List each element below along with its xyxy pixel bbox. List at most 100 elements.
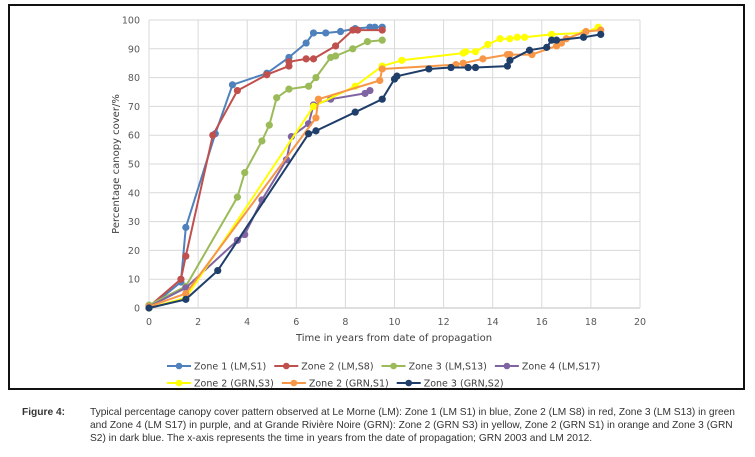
data-point <box>258 137 266 145</box>
data-point <box>376 76 384 85</box>
x-tick-label: 10 <box>388 317 400 328</box>
data-point <box>582 27 590 36</box>
y-tick-label: 80 <box>128 73 140 84</box>
legend-item: Zone 4 (LM,S17) <box>494 362 600 373</box>
data-point <box>302 39 310 47</box>
data-point <box>302 55 310 63</box>
series-6 <box>145 26 605 311</box>
data-point <box>309 55 318 63</box>
data-point <box>398 56 406 64</box>
y-tick-label: 90 <box>128 44 140 55</box>
legend-marker <box>175 362 183 370</box>
legend-label: Zone 1 (LM,S1) <box>194 362 266 373</box>
data-point <box>182 290 190 298</box>
y-tick-label: 100 <box>122 16 140 27</box>
data-point <box>233 86 241 95</box>
legend-label: Zone 4 (LM,S17) <box>522 362 600 373</box>
data-point <box>513 33 521 41</box>
data-point <box>312 74 320 82</box>
y-tick-label: 50 <box>128 160 140 171</box>
legend-label: Zone 2 (LM,S8) <box>301 362 373 373</box>
data-point <box>182 252 190 260</box>
y-tick-label: 20 <box>128 246 140 257</box>
legend-item: Zone 1 (LM,S1) <box>167 362 266 373</box>
data-point <box>462 48 470 56</box>
x-tick-labels: 0 2 4 6 8 10 12 14 16 18 20 <box>146 317 646 328</box>
series-layer <box>145 23 605 312</box>
data-point <box>506 50 514 59</box>
legend-item: Zone 3 (GRN,S2) <box>396 379 504 390</box>
data-point <box>378 95 386 103</box>
data-point <box>312 127 320 135</box>
data-point <box>425 65 433 73</box>
data-point <box>579 33 588 41</box>
data-point <box>506 56 514 64</box>
data-point <box>263 71 271 79</box>
data-point <box>322 29 330 37</box>
data-point <box>214 266 222 275</box>
legend-marker <box>175 379 183 387</box>
data-point <box>479 55 487 63</box>
data-point <box>349 45 357 53</box>
legend-marker <box>503 362 511 370</box>
data-point <box>393 72 401 80</box>
data-point <box>209 131 217 139</box>
x-tick-label: 12 <box>438 317 450 328</box>
x-tick-label: 8 <box>342 317 348 328</box>
data-point <box>285 58 293 66</box>
x-tick-label: 2 <box>195 317 201 328</box>
x-axis-label: Time in years from date of propagation <box>295 333 492 344</box>
legend-marker <box>405 379 413 387</box>
x-tick-label: 14 <box>487 317 499 328</box>
data-point <box>363 38 372 46</box>
data-point <box>241 169 249 177</box>
series-line <box>148 26 599 309</box>
data-point <box>354 26 362 34</box>
data-point <box>471 63 480 72</box>
data-point <box>182 295 190 303</box>
data-point <box>285 85 293 93</box>
legend-label: Zone 2 (GRN,S1) <box>309 379 389 390</box>
data-point <box>471 48 480 56</box>
data-point <box>378 65 386 73</box>
data-point <box>543 43 551 51</box>
y-tick-label: 60 <box>128 131 140 142</box>
x-tick-label: 6 <box>293 317 299 328</box>
data-point <box>309 102 318 110</box>
data-point <box>233 193 241 201</box>
data-point <box>378 36 386 44</box>
data-point <box>525 46 534 54</box>
legend-marker <box>282 362 290 370</box>
legend-item: Zone 2 (LM,S8) <box>274 362 374 373</box>
series-5 <box>145 23 602 312</box>
data-point <box>548 30 556 38</box>
series-line <box>148 33 601 309</box>
figure-frame <box>8 4 745 390</box>
series-3 <box>145 36 386 309</box>
data-point <box>312 114 320 122</box>
x-tick-label: 4 <box>244 317 250 328</box>
legend-marker <box>390 362 397 370</box>
data-point <box>336 27 345 36</box>
y-tick-labels: 0 10 20 30 40 50 60 70 80 90 100 <box>122 16 140 315</box>
data-point <box>331 52 340 60</box>
legend-label: Zone 3 (GRN,S2) <box>424 379 504 390</box>
caption-label: Figure 4: <box>22 407 66 418</box>
data-point <box>228 81 237 89</box>
series-7 <box>145 30 605 312</box>
data-point <box>145 304 153 312</box>
data-point <box>447 63 455 72</box>
legend: Zone 1 (LM,S1) Zone 2 (LM,S8) Zone 3 (LM,S… <box>167 362 600 390</box>
y-tick-label: 30 <box>128 217 140 228</box>
y-tick-label: 0 <box>134 304 140 315</box>
legend-item: Zone 3 (LM,S13) <box>381 362 487 373</box>
y-axis-label: Percentage canopy cover/% <box>111 94 122 234</box>
caption-text: Typical percentage canopy cover pattern … <box>90 407 735 444</box>
data-point <box>273 94 281 102</box>
data-point <box>371 23 379 31</box>
x-tick-label: 16 <box>536 317 548 328</box>
data-point <box>366 86 374 95</box>
data-point <box>552 36 561 44</box>
data-point <box>304 130 313 138</box>
data-point <box>309 29 318 37</box>
